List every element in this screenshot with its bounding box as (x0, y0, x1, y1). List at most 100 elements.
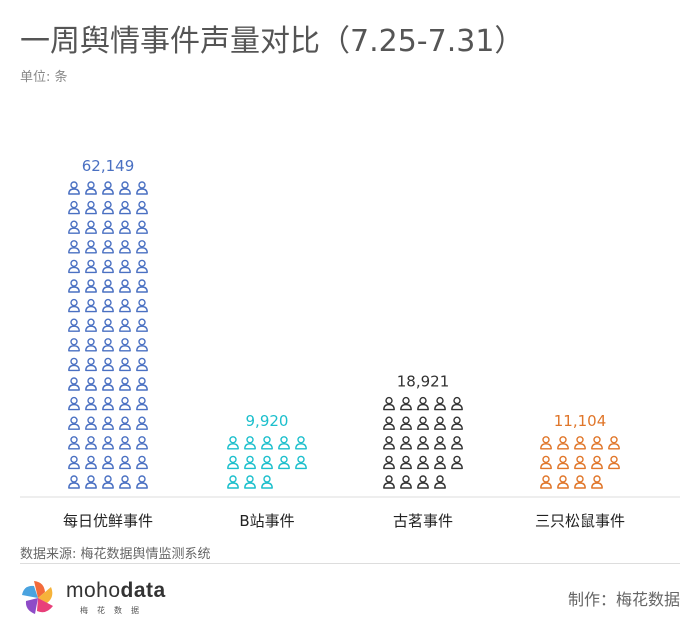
person-icon (383, 455, 395, 470)
person-icon (102, 298, 114, 313)
person-icon (119, 240, 131, 254)
person-icon (85, 455, 97, 470)
person-icon (85, 436, 97, 450)
person-icon (102, 357, 114, 372)
footer-divider (20, 563, 680, 564)
person-icon (68, 416, 80, 430)
person-icon (400, 475, 412, 489)
person-icon (85, 279, 97, 293)
person-icon (261, 475, 273, 489)
person-icon (400, 396, 412, 411)
person-icon (261, 455, 273, 470)
person-icon (136, 181, 148, 195)
logo-subtitle: 梅花数据 (80, 606, 148, 615)
person-icon (244, 455, 256, 470)
person-icon (417, 455, 429, 470)
person-icon (85, 181, 97, 195)
person-icon (608, 436, 620, 450)
person-icon (68, 240, 80, 254)
pictograph-chart: 62,149 每日优鲜事件 9,920 B站事件 18,921 古茗事件 11,104 三只松… (20, 157, 680, 530)
person-icon (68, 475, 80, 489)
pinwheel-logo-icon (22, 581, 53, 614)
person-icon (400, 455, 412, 470)
person-icon (85, 357, 97, 372)
person-icon (244, 475, 256, 489)
person-icon (261, 436, 273, 450)
person-icon (574, 455, 586, 470)
person-icon (119, 279, 131, 293)
person-icon (119, 338, 131, 352)
person-icon (85, 240, 97, 254)
person-icon (227, 436, 239, 450)
person-icon (102, 436, 114, 450)
category-label: 古茗事件 (393, 512, 453, 530)
person-icon (227, 475, 239, 489)
person-icon (85, 338, 97, 352)
person-icon (119, 181, 131, 195)
chart-title: 一周舆情事件声量对比（7.25-7.31） (20, 24, 525, 59)
person-icon (102, 338, 114, 352)
person-icon (68, 259, 80, 274)
series-3-icons (383, 396, 463, 489)
person-icon (68, 357, 80, 372)
person-icon (68, 455, 80, 470)
person-icon (557, 436, 569, 450)
person-icon (400, 436, 412, 450)
person-icon (102, 259, 114, 274)
person-icon (85, 475, 97, 489)
value-label: 18,921 (397, 373, 450, 391)
person-icon (136, 220, 148, 234)
person-icon (68, 396, 80, 411)
person-icon (119, 357, 131, 372)
person-icon (119, 259, 131, 274)
person-icon (591, 436, 603, 450)
person-icon (434, 436, 446, 450)
person-icon (451, 436, 463, 450)
person-icon (119, 436, 131, 450)
person-icon (119, 475, 131, 489)
person-icon (451, 455, 463, 470)
person-icon (574, 475, 586, 489)
person-icon (417, 396, 429, 411)
series-4-icons (540, 436, 620, 489)
person-icon (136, 416, 148, 430)
person-icon (295, 436, 307, 450)
value-label: 11,104 (554, 412, 607, 430)
person-icon (102, 475, 114, 489)
person-icon (136, 455, 148, 470)
person-icon (417, 475, 429, 489)
person-icon (102, 220, 114, 234)
person-icon (102, 377, 114, 391)
person-icon (85, 396, 97, 411)
person-icon (119, 377, 131, 391)
person-icon (102, 181, 114, 195)
person-icon (85, 259, 97, 274)
person-icon (136, 338, 148, 352)
person-icon (119, 396, 131, 411)
person-icon (295, 455, 307, 470)
person-icon (136, 298, 148, 313)
person-icon (68, 298, 80, 313)
person-icon (102, 200, 114, 215)
person-icon (557, 475, 569, 489)
person-icon (102, 279, 114, 293)
value-label: 62,149 (82, 157, 135, 175)
person-icon (119, 200, 131, 215)
person-icon (68, 200, 80, 215)
person-icon (68, 318, 80, 332)
person-icon (383, 436, 395, 450)
person-icon (227, 455, 239, 470)
category-label: B站事件 (239, 512, 294, 530)
person-icon (119, 318, 131, 332)
person-icon (136, 259, 148, 274)
person-icon (434, 455, 446, 470)
person-icon (136, 396, 148, 411)
value-label: 9,920 (246, 412, 289, 430)
person-icon (278, 455, 290, 470)
person-icon (102, 455, 114, 470)
category-label: 三只松鼠事件 (535, 512, 625, 530)
mohodata-logo: mohodata 梅花数据 (18, 577, 178, 617)
person-icon (102, 396, 114, 411)
person-icon (136, 318, 148, 332)
person-icon (119, 455, 131, 470)
